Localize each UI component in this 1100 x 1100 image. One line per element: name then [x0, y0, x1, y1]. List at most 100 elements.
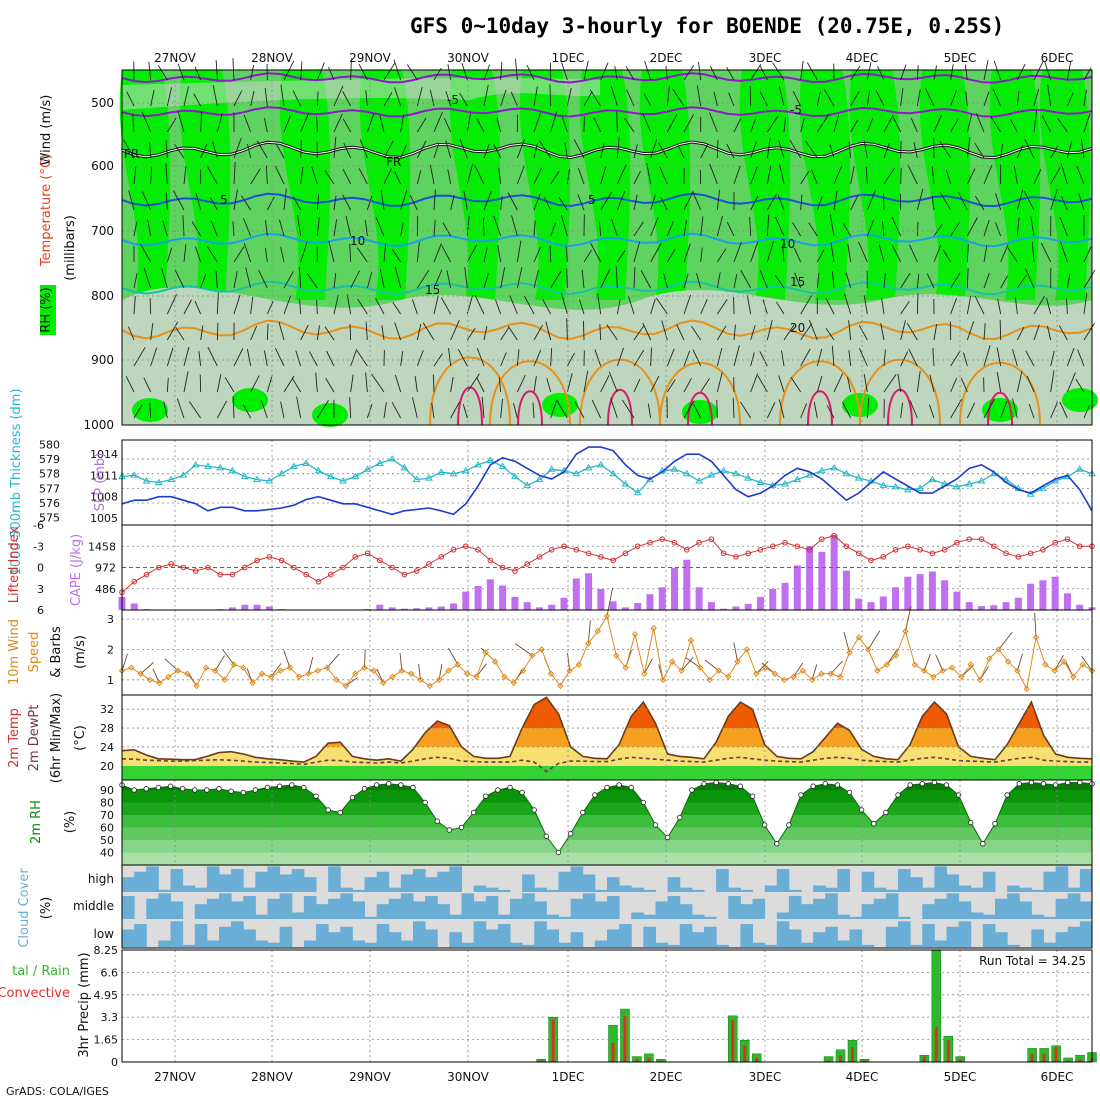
cloud-cell — [473, 885, 487, 892]
cloud-cell — [158, 889, 171, 892]
precip-convective-bar — [922, 1056, 926, 1062]
page-title: GFS 0~10day 3-hourly for BOENDE (20.75E,… — [410, 14, 1004, 38]
cloud-cell — [982, 871, 996, 892]
cloud-cell — [279, 874, 293, 892]
wind-barb — [1083, 269, 1096, 289]
wind-barb — [300, 61, 303, 81]
cape-bar — [658, 587, 666, 610]
cloud-cell — [885, 889, 899, 892]
rh-moist-patch — [232, 388, 268, 412]
cloud-cell — [485, 929, 499, 947]
wind-barb — [295, 350, 302, 367]
wind10m-barb — [923, 653, 931, 671]
cloud-cell — [1007, 944, 1020, 947]
lifted-index-point — [1027, 550, 1034, 557]
thickness-point — [425, 474, 433, 481]
thickness-point — [916, 484, 924, 491]
lifted-index-point — [708, 536, 715, 542]
wind-barb — [429, 164, 435, 185]
wind-barb — [133, 404, 143, 419]
precip-convective-bar — [731, 1019, 735, 1062]
wind-barb — [150, 347, 158, 367]
wind-barb — [242, 217, 252, 237]
rh2m-tick: 90 — [100, 784, 114, 797]
thickness-point — [240, 472, 249, 480]
wind-barb — [825, 298, 835, 315]
wind-barb — [643, 93, 652, 107]
wind-barb — [481, 396, 485, 419]
wind-barb — [300, 241, 308, 263]
cloud-cell — [449, 932, 462, 947]
wind-barb — [150, 322, 154, 341]
cape-bar — [253, 604, 261, 610]
wind-barb — [250, 375, 260, 393]
rh2m-point — [228, 788, 234, 794]
rh2m-point — [264, 784, 271, 791]
thickness-tick: 575 — [39, 512, 60, 525]
wind10m-point — [585, 640, 592, 647]
wind-barb — [790, 376, 802, 393]
thickness-tick: 578 — [39, 468, 60, 481]
wind10m-point — [1014, 667, 1021, 674]
wind-barb — [224, 377, 235, 393]
wind10m-point — [501, 673, 508, 680]
wind-barb — [394, 322, 402, 341]
wind-barb — [443, 117, 452, 133]
wind-barb — [916, 65, 919, 81]
cloud-cell — [679, 904, 693, 919]
wind-barb — [459, 138, 468, 159]
rh2m-band — [122, 840, 1092, 853]
wind-barb — [200, 325, 204, 341]
wind-barb — [794, 272, 802, 289]
wind-barb — [433, 295, 439, 315]
cloud-cell — [643, 926, 656, 947]
rh2m-point — [871, 821, 877, 827]
wind-barb — [650, 376, 660, 393]
wind10m-point — [892, 652, 900, 659]
wind-barb — [173, 190, 185, 211]
cloud-cell — [982, 914, 996, 919]
precip-ylabel-a: tal / Rain — [12, 964, 70, 979]
wind-barb — [811, 169, 818, 185]
cape-bar — [511, 596, 519, 610]
isotherm-line — [489, 360, 571, 426]
thickness-point — [879, 481, 888, 488]
thickness-point — [903, 485, 912, 493]
cloud-cell — [958, 885, 972, 892]
wind-barb — [497, 244, 502, 263]
wind10m-barb — [448, 647, 459, 665]
thickness-point — [351, 472, 360, 480]
wind-barb — [633, 378, 641, 393]
wind-barb — [416, 117, 427, 133]
lifted-index-point — [659, 536, 666, 542]
lifted-index-point — [143, 571, 150, 578]
cloud-cell — [182, 885, 196, 892]
wind-barb — [1033, 169, 1042, 185]
wind-barb — [316, 194, 320, 211]
wind10m-point — [529, 652, 536, 659]
wind-barb — [983, 323, 986, 341]
wind-barb — [149, 142, 152, 159]
wind-barb — [642, 322, 652, 341]
thickness-point — [1075, 465, 1084, 472]
wind-barb — [913, 142, 918, 159]
slp-line — [121, 446, 1093, 516]
wind-barb — [983, 165, 993, 185]
cloud-cell — [619, 885, 632, 892]
cloud-cell — [388, 887, 402, 892]
wind-barb — [1028, 404, 1035, 419]
wind-barb — [311, 166, 318, 185]
lifted-index-point — [266, 554, 273, 560]
wind-barb — [1033, 296, 1045, 315]
wind-barb — [833, 190, 838, 211]
thickness-point — [609, 469, 618, 477]
cloud-cell — [801, 904, 814, 919]
day-label-bottom: 27NOV — [154, 1070, 196, 1084]
wind-barb — [650, 347, 652, 367]
rh2m-point — [689, 787, 695, 793]
wind-barb — [700, 143, 709, 159]
cloud-cell — [813, 932, 826, 947]
wind-barb — [933, 65, 938, 81]
wind-barb — [283, 188, 287, 211]
